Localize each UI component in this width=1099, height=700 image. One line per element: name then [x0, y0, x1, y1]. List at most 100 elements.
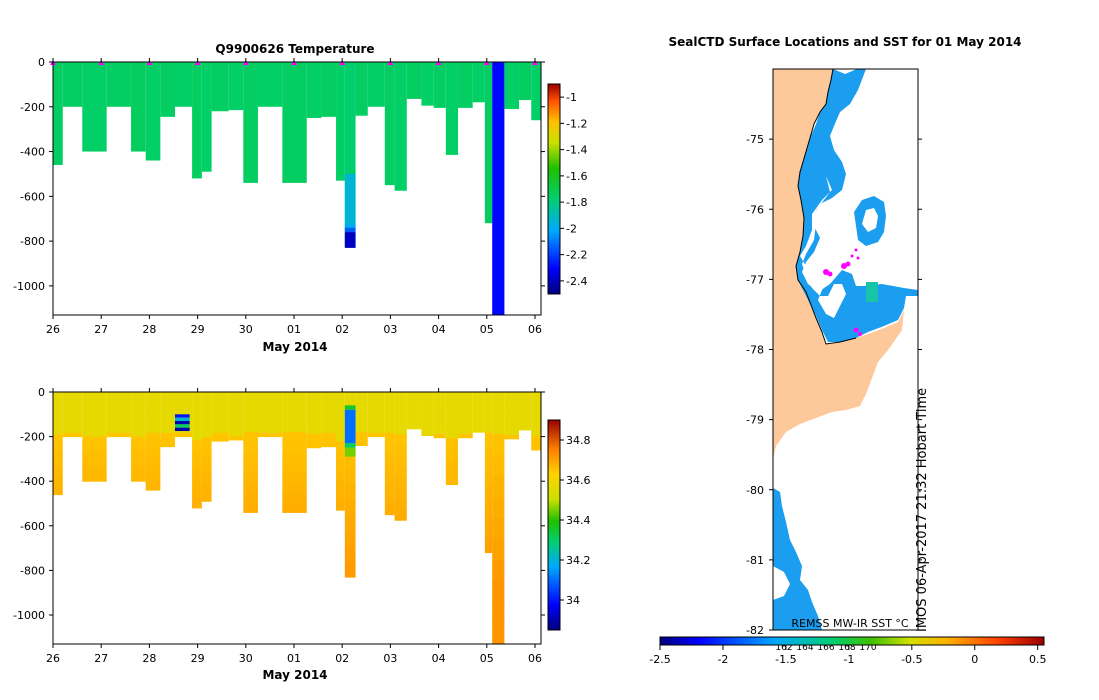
colorbar-tick-label: -1.2 [566, 117, 587, 130]
section-cell [201, 428, 212, 439]
section-cell [192, 62, 202, 179]
section-cell [106, 429, 132, 434]
section-cell [131, 406, 146, 415]
y-tick-label: 0 [38, 386, 45, 399]
section-anomaly-cell [175, 414, 190, 418]
section-cell [243, 492, 258, 503]
section-cell [519, 414, 532, 418]
section-anomaly-cell [175, 427, 190, 432]
section-cell [82, 421, 107, 430]
section-cell [504, 395, 520, 401]
colorbar-tick-label: -1.8 [566, 196, 587, 209]
section-cell [201, 446, 212, 457]
y-tick-label: -400 [20, 475, 45, 488]
section-cell [384, 412, 395, 424]
section-cell [321, 428, 337, 434]
section-cell [336, 490, 345, 501]
section-cell [131, 429, 146, 438]
section-cell [531, 430, 541, 436]
section-cell [53, 409, 63, 419]
section-cell [282, 402, 307, 413]
section-cell [355, 427, 368, 433]
section-cell [211, 62, 229, 112]
section-cell [306, 419, 322, 426]
section-cell [445, 62, 459, 155]
section-cell [484, 499, 493, 513]
section-cell [344, 469, 356, 486]
section-cell [336, 392, 345, 403]
section-cell [458, 418, 473, 423]
section-cell [531, 445, 541, 451]
section-cell [336, 401, 345, 413]
sst-colorbar-tick-label: -1.5 [775, 653, 796, 666]
section-cell [306, 392, 322, 398]
section-cell [160, 405, 175, 411]
map-lon-label: 166 [817, 643, 834, 653]
section-cell [53, 426, 63, 436]
map-profile-dot [841, 263, 847, 269]
map-sst-coastal-band [796, 69, 918, 342]
section-cell [367, 392, 385, 397]
section-cell [484, 485, 493, 500]
x-tick-label: 28 [142, 323, 156, 336]
section-cell [384, 392, 395, 403]
section-cell [62, 410, 83, 415]
section-cell [306, 415, 322, 421]
section-cell [106, 403, 132, 408]
map-coastline [795, 68, 857, 345]
section-cell [384, 402, 395, 413]
section-cell [336, 460, 345, 472]
map-profile-dot [823, 269, 829, 275]
section-cell [406, 425, 422, 430]
section-cell [306, 62, 322, 118]
x-tick-label: 28 [142, 652, 156, 665]
section-cell [257, 399, 283, 404]
map-profile-dot [845, 261, 851, 267]
section-cell [82, 392, 107, 400]
section-cell [243, 62, 258, 183]
section-cell [492, 623, 505, 645]
section-cell [106, 432, 132, 438]
salinity-panel: 0 -200 -400 -600 -800 -1000 26 27 28 29 30 01 02 03 0… [13, 386, 590, 682]
section-cell [367, 410, 385, 415]
section-cell [160, 442, 175, 448]
section-cell [282, 502, 307, 513]
section-cell [282, 432, 307, 443]
section-cell [484, 418, 493, 433]
section-cell [531, 396, 541, 403]
section-cell [394, 445, 407, 457]
y-tick-label: -800 [20, 564, 45, 577]
section-cell [201, 464, 212, 475]
section-cell [531, 416, 541, 422]
section-cell [367, 421, 385, 426]
section-cell [106, 392, 132, 397]
section-cell [53, 451, 63, 461]
section-cell [458, 422, 473, 427]
map-profile-dot [854, 248, 858, 252]
section-cell [519, 395, 532, 399]
section-cell [519, 410, 532, 415]
section-cell [131, 62, 146, 152]
section-cell [336, 500, 345, 511]
section-cell [160, 62, 175, 117]
section-cell [321, 414, 337, 420]
section-cell [175, 429, 193, 434]
section-cell [492, 455, 505, 477]
section-cell [62, 414, 83, 419]
section-cell [433, 433, 446, 439]
section-cell [201, 473, 212, 484]
section-cell [406, 410, 422, 414]
section-cell [211, 396, 229, 401]
section-cell [384, 432, 395, 444]
map-profile-dot [858, 332, 862, 336]
map-profile-dot [856, 256, 860, 260]
section-cell [394, 424, 407, 436]
section-cell [211, 416, 229, 422]
section-cell [355, 392, 368, 397]
x-tick-label: 02 [335, 323, 349, 336]
map-lat-label: -76 [746, 203, 764, 216]
section-cell [472, 398, 485, 403]
section-cell [384, 422, 395, 434]
section-cell [192, 449, 202, 461]
section-cell [243, 422, 258, 433]
